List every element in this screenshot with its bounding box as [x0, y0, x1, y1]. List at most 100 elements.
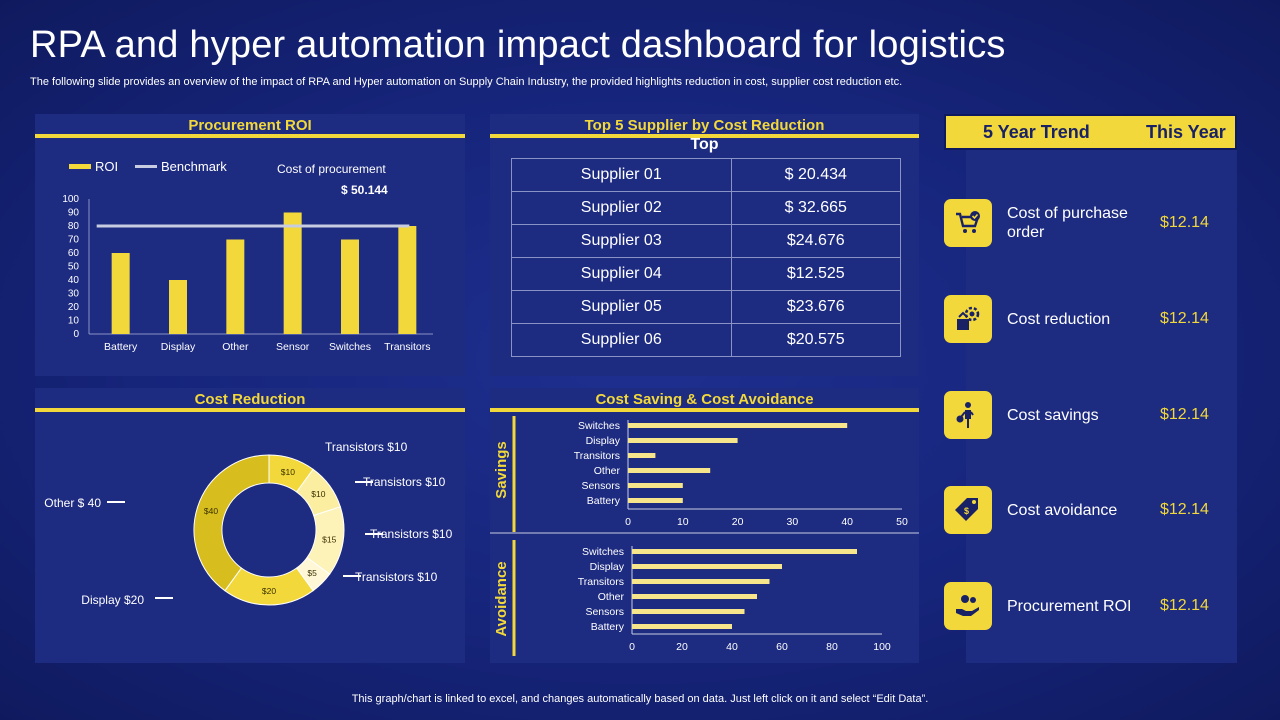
donut-slice: [193, 454, 270, 592]
savings-label: Savings: [493, 441, 510, 499]
roi-bar: [169, 280, 187, 334]
cost-saving-heading: Cost Saving & Cost Avoidance: [490, 388, 919, 412]
category-label: Other: [598, 591, 625, 603]
table-row: Supplier 02 $ 32.665: [511, 191, 901, 225]
category-label: Switches: [582, 546, 624, 558]
trend-value: $12.14: [1160, 501, 1209, 518]
callout-label: Transistors $10: [363, 475, 446, 489]
category-label: Other: [594, 465, 621, 477]
hbar: [628, 423, 848, 428]
hbar: [628, 483, 683, 488]
legend-benchmark-swatch: [135, 165, 157, 168]
hbar: [632, 624, 732, 629]
supplier-heading: Top 5 Supplier by Cost Reduction: [490, 114, 919, 138]
supplier-name: Supplier 05: [511, 290, 732, 324]
x-tick-label: Display: [161, 341, 196, 353]
x-tick-label: 60: [776, 641, 788, 653]
trend-label: Cost of purchase order: [1007, 205, 1128, 241]
x-tick-label: 0: [625, 516, 631, 528]
hbar: [628, 453, 656, 458]
person-moneybag-icon: [944, 391, 992, 439]
supplier-name: Supplier 04: [511, 257, 732, 291]
cost-reduction-chart: $10 Transistors $10 $10 Transistors $10 $15 T…: [44, 440, 452, 607]
table-row: Supplier 01 $ 20.434: [511, 158, 901, 192]
x-tick-label: 30: [787, 516, 799, 528]
roi-bar: [341, 239, 359, 334]
supplier-name: Supplier 02: [511, 191, 732, 225]
slice-label: $10: [311, 489, 325, 499]
trend-item-cost-avoidance: $ Cost avoidance $12.14: [944, 486, 1237, 534]
trend-label: Procurement ROI: [1007, 597, 1132, 615]
supplier-value: $ 32.665: [730, 191, 901, 225]
procurement-roi-chart: 0 10 20 30 40 50 60 70 80 90 100 Battery Display Othe…: [62, 194, 433, 353]
cost-saving-panel: Cost Saving & Cost Avoidance Savings Avoi…: [490, 388, 919, 663]
x-tick-label: 40: [841, 516, 853, 528]
x-tick-label: 0: [629, 641, 635, 653]
supplier-top-label: Top: [690, 136, 719, 153]
trend-value: $12.14: [1160, 214, 1209, 231]
y-tick-label: 70: [68, 235, 80, 246]
trend-head-right: This Year: [1146, 121, 1226, 142]
trend-value: $12.14: [1160, 597, 1209, 614]
trend-item-cost-of-purchase-order: Cost of purchase order $12.14: [944, 199, 1237, 247]
x-tick-label: Switches: [329, 341, 371, 353]
supplier-value: $24.676: [730, 224, 901, 258]
cost-reduction-heading: Cost Reduction: [35, 388, 465, 412]
callout-label: Display $20: [81, 593, 144, 607]
trend-label: Cost avoidance: [1007, 501, 1118, 519]
hbar: [628, 498, 683, 503]
trend-item-procurement-roi: Procurement ROI $12.14: [944, 582, 1237, 630]
category-label: Display: [590, 561, 625, 573]
x-tick-label: 80: [826, 641, 838, 653]
slice-label: $10: [281, 467, 295, 477]
x-tick-label: Other: [222, 341, 249, 353]
trend-item-cost-savings: Cost savings $12.14: [944, 391, 1237, 439]
category-label: Transitors: [578, 576, 624, 588]
cost-reduction-panel: Cost Reduction $10 Transistors $10 $10 Tran…: [35, 388, 465, 663]
y-tick-label: 80: [68, 221, 80, 232]
hand-coins-icon: [944, 582, 992, 630]
trend-head-left: 5 Year Trend: [983, 121, 1090, 142]
y-tick-label: 50: [68, 262, 80, 273]
trend-label: Cost savings: [1007, 406, 1099, 424]
x-tick-label: 20: [732, 516, 744, 528]
trend-label: Cost reduction: [1007, 310, 1111, 328]
y-tick-label: 10: [68, 316, 80, 327]
trend-value: $12.14: [1160, 406, 1209, 423]
legend-benchmark: Benchmark: [135, 159, 227, 174]
procurement-roi-panel: Procurement ROI ROI Benchmark Cost of pr…: [35, 114, 465, 376]
supplier-name: Supplier 03: [511, 224, 732, 258]
cost-saving-chart: Savings Avoidance Switches Display Transitor…: [490, 416, 919, 656]
table-row: Supplier 06 $20.575: [511, 323, 901, 357]
x-tick-label: Battery: [104, 341, 138, 353]
table-row: Supplier 03 $24.676: [511, 224, 901, 258]
x-tick-label: 100: [873, 641, 891, 653]
cost-of-procurement-label: Cost of procurement: [277, 162, 386, 176]
y-tick-label: 40: [68, 275, 80, 286]
category-label: Display: [586, 435, 621, 447]
slice-label: $15: [322, 535, 336, 545]
price-tag-icon: $: [944, 486, 992, 534]
svg-text:$: $: [964, 506, 969, 516]
supplier-table: Supplier 01 $ 20.434 Supplier 02 $ 32.66…: [511, 158, 901, 357]
y-tick-label: 20: [68, 302, 80, 313]
y-tick-label: 100: [62, 194, 79, 205]
slice-label: $40: [204, 506, 218, 516]
trend-item-cost-reduction: Cost reduction $12.14: [944, 295, 1237, 343]
roi-bar: [226, 239, 245, 334]
hbar: [628, 438, 738, 443]
callout-label: Other $ 40: [44, 496, 101, 510]
legend-benchmark-label: Benchmark: [161, 159, 227, 174]
hbar: [632, 594, 757, 599]
x-tick-label: Sensor: [276, 341, 310, 353]
y-tick-label: 60: [68, 248, 80, 259]
table-row: Supplier 04 $12.525: [511, 257, 901, 291]
supplier-name: Supplier 06: [511, 323, 732, 357]
callout-label: Transistors $10: [325, 440, 408, 454]
table-row: Supplier 05 $23.676: [511, 290, 901, 324]
avoidance-label: Avoidance: [493, 561, 510, 636]
x-tick-label: 40: [726, 641, 738, 653]
procurement-roi-heading: Procurement ROI: [35, 114, 465, 138]
y-tick-label: 0: [73, 329, 79, 340]
legend-roi-swatch: [69, 164, 91, 169]
